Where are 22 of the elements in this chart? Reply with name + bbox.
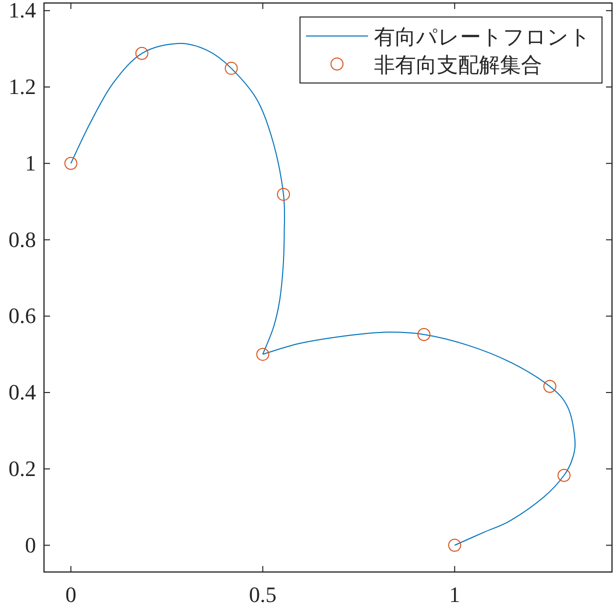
legend-label: 有向パレートフロント <box>374 25 591 49</box>
point <box>543 380 556 393</box>
x-tick-label: 0.5 <box>249 582 277 607</box>
y-tick-label: 1.4 <box>8 0 36 23</box>
x-tick-label: 0 <box>65 582 76 607</box>
point <box>276 188 290 201</box>
point <box>224 62 238 75</box>
point <box>417 328 430 341</box>
y-tick-label: 0.6 <box>8 303 36 328</box>
legend-label: 非有向支配解集合 <box>374 53 542 77</box>
x-tick-label: 1 <box>449 582 460 607</box>
y-tick-label: 1 <box>25 150 36 176</box>
point <box>558 468 571 482</box>
point <box>256 348 270 361</box>
y-tick-label: 0.8 <box>8 226 36 252</box>
point <box>64 156 78 170</box>
y-tick-label: 0.2 <box>8 456 36 481</box>
point <box>135 46 148 60</box>
point <box>448 538 462 552</box>
y-tick-label: 0.4 <box>8 380 36 405</box>
y-tick-label: 1.2 <box>8 74 36 100</box>
y-tick-label: 0 <box>25 532 36 558</box>
